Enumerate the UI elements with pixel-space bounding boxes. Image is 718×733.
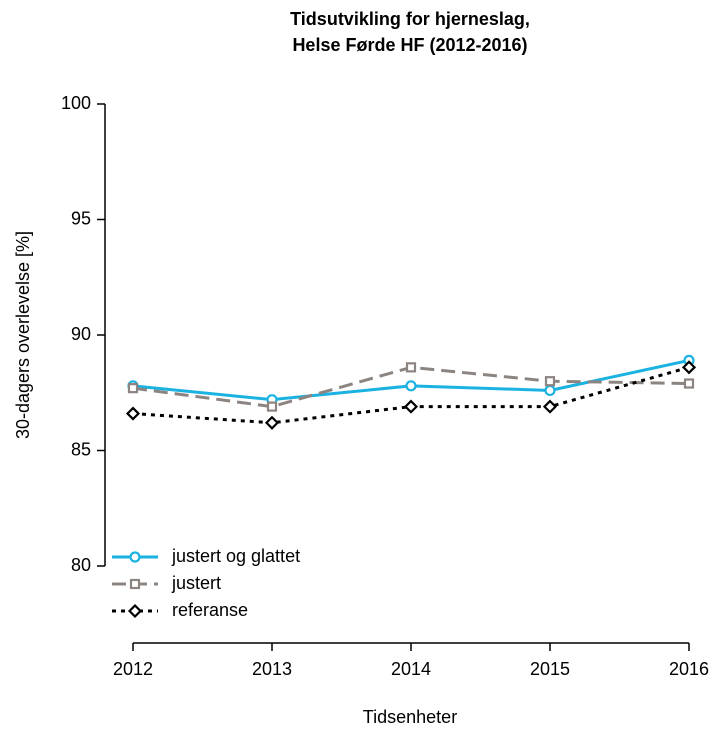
chart-title: Tidsutvikling for hjerneslag, — [290, 9, 530, 29]
y-tick-label: 80 — [71, 555, 91, 575]
point — [266, 401, 278, 412]
y-axis-label: 30-dagers overlevelse [%] — [13, 231, 33, 439]
point — [405, 380, 417, 392]
point — [127, 383, 139, 394]
legend-marker — [127, 603, 143, 619]
point — [681, 360, 697, 375]
y-tick-label: 95 — [71, 208, 91, 228]
x-tick-label: 2016 — [669, 659, 709, 679]
legend-label: referanse — [172, 600, 248, 620]
point — [544, 376, 556, 387]
x-axis-label: Tidsenheter — [363, 707, 457, 727]
y-tick-label: 90 — [71, 324, 91, 344]
point — [125, 406, 141, 421]
point — [405, 362, 417, 373]
legend-marker — [129, 551, 141, 563]
x-tick-label: 2015 — [530, 659, 570, 679]
x-tick-label: 2013 — [252, 659, 292, 679]
point — [542, 399, 558, 414]
legend-marker — [129, 578, 141, 590]
chart-title: Helse Førde HF (2012-2016) — [292, 35, 527, 55]
point — [683, 378, 695, 389]
x-tick-label: 2012 — [113, 659, 153, 679]
y-tick-label: 100 — [61, 93, 91, 113]
x-tick-label: 2014 — [391, 659, 431, 679]
point — [544, 384, 556, 397]
legend-label: justert — [171, 573, 221, 593]
legend-label: justert og glattet — [171, 546, 300, 566]
point — [403, 399, 419, 414]
point — [264, 415, 280, 430]
y-tick-label: 85 — [71, 439, 91, 459]
